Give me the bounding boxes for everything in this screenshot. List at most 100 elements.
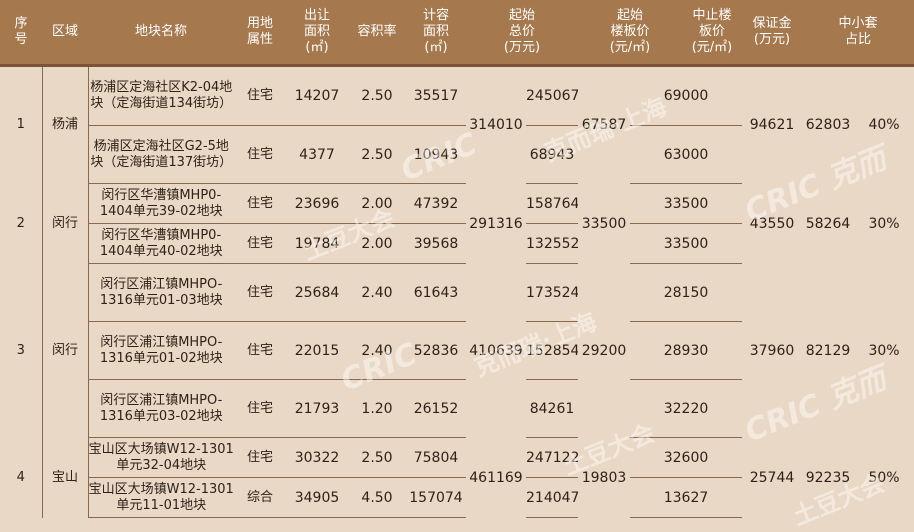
header-start-total: 起始 总价 (万元) (466, 0, 578, 67)
land-use-cell: 住宅 (234, 223, 286, 264)
deposit-cell: 62803 (805, 117, 851, 134)
area-cell: 19784 (286, 223, 348, 264)
plot-name-cell: 闵行区浦江镇MHPO-1316单元03-02地块 (88, 379, 234, 438)
area-cell: 25684 (286, 263, 348, 322)
plot-unit-cell: 63000 (630, 125, 742, 184)
seq-cell: 3 (0, 263, 43, 438)
land-auction-table: 序 号 区域 地块名称 用地 属性 出让 面积 (㎡) 容积率 计容 面积 (㎡… (0, 0, 914, 518)
area-cell: 23696 (286, 183, 348, 224)
plot-unit-cell: 32220 (630, 379, 742, 438)
plot-name-cell: 宝山区大场镇W12-1301单元11-01地块 (88, 477, 234, 518)
area-cell: 22015 (286, 321, 348, 380)
table-row: 闵行区浦江镇MHPO-1316单元01-02地块 住宅 22015 2.40 52836… (0, 321, 914, 380)
start-total-cell: 410639 (469, 342, 523, 359)
stop-unit-cell: 94621 (749, 117, 795, 134)
land-use-cell: 住宅 (234, 65, 286, 126)
table-row: 宝山区大场镇W12-1301单元11-01地块 综合 34905 4.50 157074… (0, 477, 914, 518)
small-ratio-cell: 30% (868, 342, 900, 359)
far-cell: 2.50 (348, 65, 406, 126)
area-cell: 30322 (286, 437, 348, 478)
gfa-cell: 61643 (406, 263, 466, 322)
small-ratio-cell: 30% (868, 215, 900, 232)
deposit-cell: 82129 (805, 342, 851, 359)
header-stop-unit: 中止楼 板价 (元/㎡) (682, 0, 742, 67)
area-cell: 34905 (286, 477, 348, 518)
plot-unit-cell: 13627 (630, 477, 742, 518)
far-cell: 1.20 (348, 379, 406, 438)
far-cell: 2.50 (348, 125, 406, 184)
plot-total-cell: 68943 (526, 125, 578, 184)
plot-total-cell: 84261 (526, 379, 578, 438)
land-use-cell: 住宅 (234, 125, 286, 184)
start-total-cell: 291316 (469, 215, 523, 232)
far-cell: 2.40 (348, 321, 406, 380)
start-unit-cell: 19803 (581, 469, 627, 486)
plot-total-cell: 158764 (526, 183, 578, 224)
table-row: 2 闵行 闵行区华漕镇MHP0-1404单元39-02地块 住宅 23696 2.00 47… (0, 183, 914, 264)
header-start-unit: 起始 楼板价 (元/㎡) (578, 0, 682, 67)
header-district: 区域 (42, 0, 88, 67)
deposit-cell: 92235 (805, 469, 851, 486)
deposit-cell: 58264 (805, 215, 851, 232)
far-cell: 2.40 (348, 263, 406, 322)
gfa-cell: 26152 (406, 379, 466, 438)
land-use-cell: 住宅 (234, 379, 286, 438)
header-small-ratio: 中小套 占比 (802, 0, 914, 67)
header-row: 序 号 区域 地块名称 用地 属性 出让 面积 (㎡) 容积率 计容 面积 (㎡… (0, 0, 914, 67)
header-seq: 序 号 (0, 0, 42, 67)
header-land-use: 用地 属性 (234, 0, 286, 67)
plot-unit-cell: 32600 (630, 437, 742, 478)
seq-cell: 4 (0, 437, 43, 518)
far-cell: 2.50 (348, 437, 406, 478)
plot-unit-cell: 69000 (630, 65, 742, 126)
plot-name-cell: 闵行区华漕镇MHP0-1404单元39-02地块 (88, 183, 234, 224)
stop-unit-cell: 37960 (749, 342, 795, 359)
seq-cell: 2 (0, 183, 43, 264)
table-row: 3 闵行 闵行区浦江镇MHPO-1316单元01-03地块 住宅 25684 2.40 61… (0, 263, 914, 438)
header-plot-name: 地块名称 (88, 0, 234, 67)
area-cell: 4377 (286, 125, 348, 184)
header-area: 出让 面积 (㎡) (286, 0, 348, 67)
small-ratio-cell: 40% (868, 117, 900, 134)
far-cell: 2.00 (348, 223, 406, 264)
land-use-cell: 综合 (234, 477, 286, 518)
district-cell: 宝山 (42, 437, 89, 518)
plot-total-cell: 245067 (526, 65, 578, 126)
start-total-cell: 314010 (469, 117, 523, 134)
table-body: 1 杨浦 杨浦区定海社区K2-04地块（定海街道134街坊） 住宅 14207 2.50 3… (0, 65, 914, 518)
land-use-cell: 住宅 (234, 263, 286, 322)
plot-unit-cell: 28930 (630, 321, 742, 380)
gfa-cell: 39568 (406, 223, 466, 264)
land-use-cell: 住宅 (234, 183, 286, 224)
gfa-cell: 47392 (406, 183, 466, 224)
area-cell: 14207 (286, 65, 348, 126)
header-far: 容积率 (348, 0, 406, 67)
far-cell: 2.00 (348, 183, 406, 224)
district-cell: 闵行 (42, 263, 89, 438)
land-use-cell: 住宅 (234, 321, 286, 380)
table-row: 闵行区浦江镇MHPO-1316单元03-02地块 住宅 21793 1.20 26152… (0, 379, 914, 438)
plot-unit-cell: 28150 (630, 263, 742, 322)
plot-name-cell: 闵行区浦江镇MHPO-1316单元01-03地块 (88, 263, 234, 322)
stop-unit-cell: 25744 (749, 469, 795, 486)
far-cell: 4.50 (348, 477, 406, 518)
plot-name-cell: 杨浦区定海社区K2-04地块（定海街道134街坊） (88, 65, 234, 126)
table-row: 1 杨浦 杨浦区定海社区K2-04地块（定海街道134街坊） 住宅 14207 2.50 3… (0, 65, 914, 184)
gfa-cell: 157074 (406, 477, 466, 518)
start-unit-cell: 33500 (581, 215, 627, 232)
plot-name-cell: 杨浦区定海社区G2-5地块（定海街道137街坊） (88, 125, 234, 184)
gfa-cell: 35517 (406, 65, 466, 126)
plot-total-cell: 152854 (526, 321, 578, 380)
start-unit-cell: 67587 (581, 117, 627, 134)
plot-total-cell: 247122 (526, 437, 578, 478)
plot-name-cell: 宝山区大场镇W12-1301单元32-04地块 (88, 437, 234, 478)
start-total-cell: 461169 (469, 469, 523, 486)
plot-name-cell: 闵行区浦江镇MHPO-1316单元01-02地块 (88, 321, 234, 380)
table-row: 4 宝山 宝山区大场镇W12-1301单元32-04地块 住宅 30322 2.50 758… (0, 437, 914, 518)
district-cell: 杨浦 (42, 65, 89, 184)
gfa-cell: 75804 (406, 437, 466, 478)
header-gfa: 计容 面积 (㎡) (406, 0, 466, 67)
plot-unit-cell: 33500 (630, 223, 742, 264)
land-use-cell: 住宅 (234, 437, 286, 478)
plot-unit-cell: 33500 (630, 183, 742, 224)
